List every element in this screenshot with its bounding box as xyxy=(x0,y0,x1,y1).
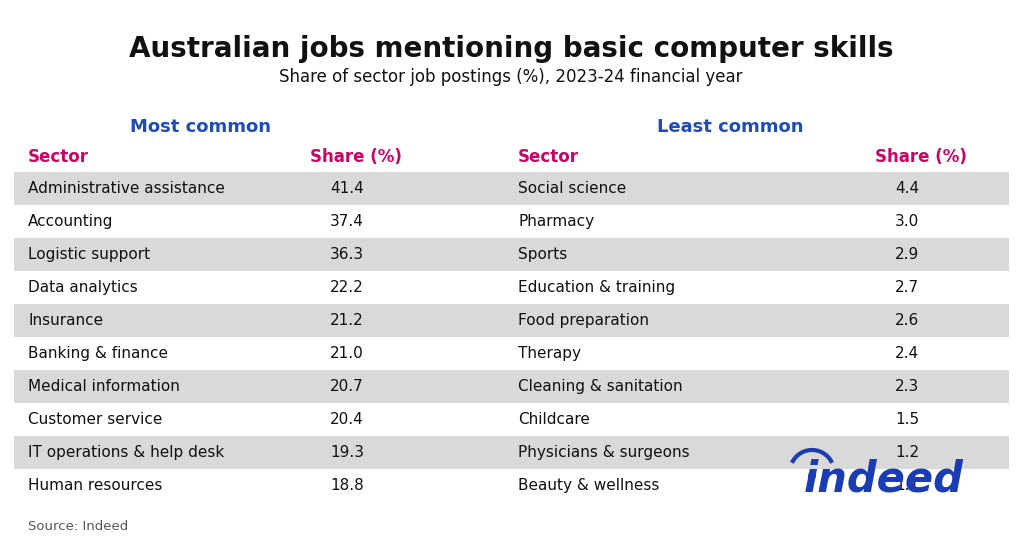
Text: Share of sector job postings (%), 2023-24 financial year: Share of sector job postings (%), 2023-2… xyxy=(279,68,743,86)
Text: Pharmacy: Pharmacy xyxy=(518,214,594,229)
Text: Medical information: Medical information xyxy=(28,379,180,394)
Text: Human resources: Human resources xyxy=(28,478,163,493)
Bar xyxy=(14,172,1009,205)
Text: Banking & finance: Banking & finance xyxy=(28,346,168,361)
Text: 2.4: 2.4 xyxy=(895,346,919,361)
Bar xyxy=(14,370,1009,403)
Text: Education & training: Education & training xyxy=(518,280,675,295)
Text: Insurance: Insurance xyxy=(28,313,103,328)
Bar xyxy=(14,436,1009,469)
Text: 22.2: 22.2 xyxy=(330,280,364,295)
Text: 20.7: 20.7 xyxy=(330,379,364,394)
Text: 4.4: 4.4 xyxy=(895,181,919,196)
Text: 41.4: 41.4 xyxy=(330,181,364,196)
Text: Administrative assistance: Administrative assistance xyxy=(28,181,225,196)
Text: IT operations & help desk: IT operations & help desk xyxy=(28,445,224,460)
Text: 1.5: 1.5 xyxy=(895,412,919,427)
Text: Therapy: Therapy xyxy=(518,346,581,361)
Text: 3.0: 3.0 xyxy=(895,214,920,229)
Text: Physicians & surgeons: Physicians & surgeons xyxy=(518,445,690,460)
Text: 1.2: 1.2 xyxy=(895,445,919,460)
Text: Sector: Sector xyxy=(28,148,89,166)
Text: 37.4: 37.4 xyxy=(330,214,364,229)
Text: 1.1: 1.1 xyxy=(895,478,919,493)
Text: Beauty & wellness: Beauty & wellness xyxy=(518,478,660,493)
Text: Sports: Sports xyxy=(518,247,567,262)
Circle shape xyxy=(808,472,816,480)
Text: Data analytics: Data analytics xyxy=(28,280,138,295)
Text: Customer service: Customer service xyxy=(28,412,163,427)
Text: Least common: Least common xyxy=(657,118,803,136)
Text: Accounting: Accounting xyxy=(28,214,114,229)
Text: Share (%): Share (%) xyxy=(875,148,967,166)
Text: Australian jobs mentioning basic computer skills: Australian jobs mentioning basic compute… xyxy=(129,35,893,63)
Text: 2.6: 2.6 xyxy=(895,313,920,328)
Text: Sector: Sector xyxy=(518,148,579,166)
Text: 2.9: 2.9 xyxy=(895,247,920,262)
Text: 2.3: 2.3 xyxy=(895,379,920,394)
Bar xyxy=(14,304,1009,337)
Text: Most common: Most common xyxy=(130,118,270,136)
Text: 19.3: 19.3 xyxy=(330,445,364,460)
Text: Childcare: Childcare xyxy=(518,412,590,427)
Text: 21.2: 21.2 xyxy=(330,313,364,328)
Text: Source: Indeed: Source: Indeed xyxy=(28,520,128,533)
Bar xyxy=(14,238,1009,271)
Text: 2.7: 2.7 xyxy=(895,280,919,295)
Text: 20.4: 20.4 xyxy=(330,412,364,427)
Text: Food preparation: Food preparation xyxy=(518,313,649,328)
Text: 21.0: 21.0 xyxy=(330,346,364,361)
Text: Cleaning & sanitation: Cleaning & sanitation xyxy=(518,379,682,394)
Text: 18.8: 18.8 xyxy=(330,478,364,493)
Text: Social science: Social science xyxy=(518,181,626,196)
Text: Share (%): Share (%) xyxy=(310,148,402,166)
Text: indeed: indeed xyxy=(804,458,964,500)
Text: 36.3: 36.3 xyxy=(330,247,364,262)
Text: Logistic support: Logistic support xyxy=(28,247,150,262)
